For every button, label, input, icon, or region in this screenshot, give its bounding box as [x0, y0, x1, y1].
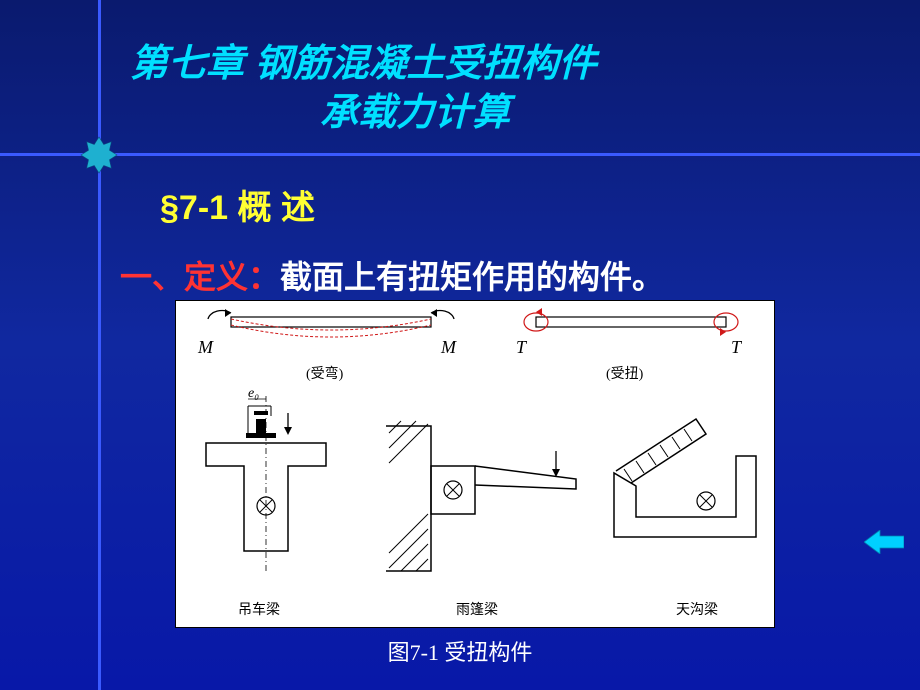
- definition-text: 截面上有扭矩作用的构件。: [280, 259, 664, 295]
- horizontal-divider: [0, 153, 920, 156]
- title-line2: 承载力计算: [130, 89, 890, 138]
- label-crane-beam: 吊车梁: [238, 599, 280, 619]
- label-e0: e₀: [248, 386, 259, 402]
- caption-bending: (受弯): [306, 363, 343, 383]
- vertical-divider: [98, 0, 101, 690]
- figure-diagram: M M (受弯) T T (受扭) e₀ 吊车梁 雨篷梁 天沟梁: [175, 300, 775, 628]
- caption-torsion: (受扭): [606, 363, 643, 383]
- label-t-left: T: [516, 337, 526, 358]
- torsion-beam-icon: [524, 308, 738, 336]
- star-ornament-icon: [80, 136, 118, 174]
- label-m-left: M: [198, 337, 213, 358]
- definition-label: 一、定义：: [120, 259, 280, 295]
- label-gutter-beam: 天沟梁: [676, 599, 718, 619]
- label-m-right: M: [441, 337, 456, 358]
- chapter-title: 第七章 钢筋混凝土受扭构件 承载力计算: [130, 40, 890, 139]
- crane-beam-icon: [206, 396, 326, 571]
- title-line1: 第七章 钢筋混凝土受扭构件: [130, 40, 890, 89]
- definition-row: 一、定义：截面上有扭矩作用的构件。: [120, 252, 664, 298]
- figure-caption: 图7-1 受扭构件: [0, 635, 920, 667]
- back-arrow-icon[interactable]: [864, 530, 904, 554]
- label-canopy-beam: 雨篷梁: [456, 599, 498, 619]
- canopy-beam-icon: [386, 421, 576, 571]
- bending-beam-icon: [208, 309, 454, 337]
- label-t-right: T: [731, 337, 741, 358]
- section-title: §7-1 概 述: [160, 180, 315, 229]
- diagram-svg: [176, 301, 776, 629]
- gutter-beam-icon: [614, 419, 756, 537]
